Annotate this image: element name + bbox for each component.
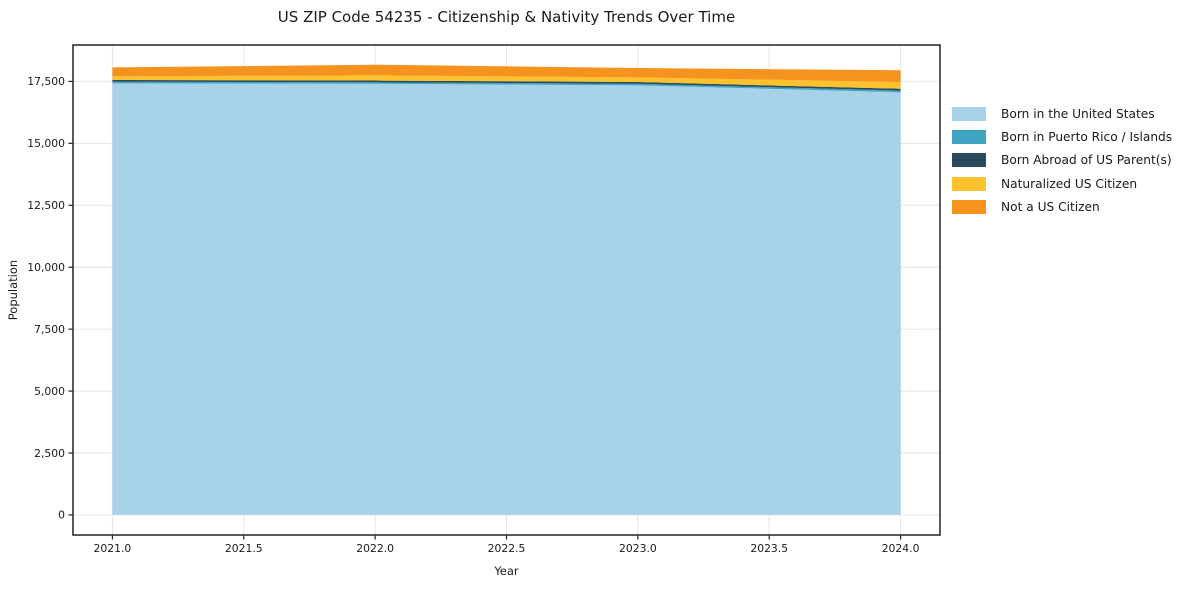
y-tick-label: 12,500 [27, 199, 65, 212]
y-tick-label: 15,000 [27, 137, 65, 150]
x-tick-label: 2021.5 [225, 542, 263, 555]
legend-item-not-citizen: Not a US Citizen [952, 195, 1172, 218]
x-tick-label: 2024.0 [882, 542, 920, 555]
legend-item-born-abroad: Born Abroad of US Parent(s) [952, 149, 1172, 172]
y-tick-label: 2,500 [34, 447, 65, 460]
legend-item-born-us: Born in the United States [952, 102, 1172, 125]
x-axis-label: Year [494, 564, 519, 578]
legend-item-puerto-rico: Born in Puerto Rico / Islands [952, 125, 1172, 148]
x-tick-label: 2023.5 [750, 542, 788, 555]
y-tick-label: 7,500 [34, 323, 65, 336]
legend-swatch-naturalized [952, 176, 986, 191]
area-series-3 [112, 75, 901, 89]
area-series-4 [112, 64, 901, 83]
legend-label: Born Abroad of US Parent(s) [1001, 153, 1172, 168]
y-tick-label: 10,000 [27, 261, 65, 274]
area-series-1 [112, 81, 901, 93]
chart-title: US ZIP Code 54235 - Citizenship & Nativi… [277, 8, 736, 26]
area-series-2 [112, 79, 901, 91]
y-tick-label: 0 [58, 509, 65, 522]
legend-label: Born in the United States [1001, 106, 1155, 121]
x-tick-label: 2021.0 [94, 542, 132, 555]
legend-label: Born in Puerto Rico / Islands [1001, 129, 1173, 144]
legend-swatch-born-us [952, 106, 986, 121]
legend-swatch-puerto-rico [952, 129, 986, 144]
x-tick-label: 2023.0 [619, 542, 657, 555]
legend: Born in the United States Born in Puerto… [952, 102, 1172, 218]
y-tick-label: 17,500 [27, 75, 65, 88]
legend-swatch-born-abroad [952, 153, 986, 168]
legend-label: Naturalized US Citizen [1001, 176, 1138, 191]
y-tick-label: 5,000 [34, 385, 65, 398]
legend-item-naturalized: Naturalized US Citizen [952, 172, 1172, 195]
area-series-0 [112, 83, 901, 515]
x-tick-label: 2022.0 [356, 542, 394, 555]
x-tick-label: 2022.5 [488, 542, 526, 555]
legend-swatch-not-citizen [952, 199, 986, 214]
y-axis-label: Population [6, 259, 20, 321]
legend-label: Not a US Citizen [1001, 199, 1100, 214]
